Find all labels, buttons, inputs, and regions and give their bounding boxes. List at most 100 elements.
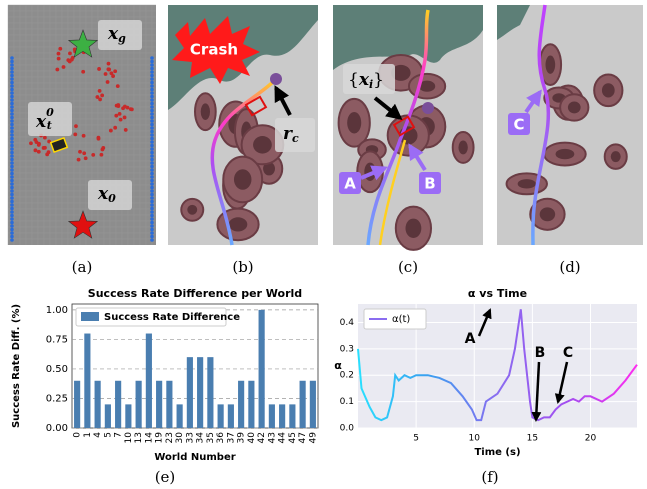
bar — [166, 380, 173, 428]
wall — [10, 129, 14, 134]
wall — [10, 70, 14, 74]
bar — [156, 380, 163, 428]
obstacle — [95, 95, 100, 99]
bar — [115, 380, 122, 428]
y-axis-label: Success Rate Diff. (%) — [11, 304, 22, 428]
obstacle-core — [253, 136, 272, 154]
obstacle-core — [263, 161, 275, 176]
obstacle — [101, 146, 106, 150]
bar — [217, 404, 224, 428]
wall — [150, 73, 154, 78]
x-tick-label: 42 — [257, 432, 267, 443]
wall — [10, 112, 14, 116]
y-tick-label: 1.00 — [46, 305, 68, 316]
wall — [10, 126, 14, 130]
obstacle-core — [545, 55, 556, 74]
caption: (f) — [481, 468, 498, 486]
wall — [150, 185, 154, 190]
bar — [197, 357, 204, 428]
wall — [150, 122, 154, 127]
obstacle — [73, 132, 78, 137]
wall — [150, 182, 154, 186]
wall — [10, 189, 14, 193]
obstacle — [113, 125, 118, 130]
wall — [10, 59, 14, 64]
wall — [10, 203, 14, 207]
y-tick-label: 0.75 — [46, 334, 68, 345]
wall — [10, 63, 14, 67]
x-tick-label: 30 — [175, 432, 185, 444]
obstacle — [111, 74, 115, 78]
obstacle-core — [610, 151, 621, 163]
bar — [207, 357, 214, 428]
y-tick-label: 0.50 — [46, 364, 68, 375]
obstacle — [55, 67, 60, 72]
obstacle — [114, 113, 119, 118]
obstacle — [76, 157, 81, 162]
obstacle — [109, 71, 114, 76]
obstacle — [128, 107, 133, 111]
x-tick-label: 5 — [103, 432, 113, 438]
chart-title: Success Rate Difference per World — [88, 287, 302, 300]
obstacle — [58, 46, 63, 51]
x-tick-label: 10 — [124, 432, 134, 444]
wall — [150, 91, 154, 95]
legend-label: Success Rate Difference — [104, 312, 240, 323]
obstacle — [105, 80, 110, 84]
wall — [150, 175, 154, 179]
label-xg: xg — [107, 24, 126, 46]
free-region — [333, 5, 483, 70]
obstacle — [103, 72, 108, 76]
wall — [10, 231, 14, 235]
wall — [150, 84, 154, 88]
wall — [10, 227, 14, 232]
annotation-arrow — [477, 308, 492, 337]
obstacle — [46, 150, 51, 155]
obstacle-core — [567, 101, 581, 114]
obstacle — [69, 57, 74, 62]
legend-swatch — [81, 312, 99, 321]
obstacle-core — [200, 103, 211, 120]
obstacle — [97, 89, 102, 93]
wall — [10, 220, 14, 225]
wall — [150, 150, 154, 155]
wall — [10, 154, 14, 158]
wall — [150, 59, 154, 64]
y-tick-label: 0.0 — [340, 424, 355, 434]
x-tick-label: 20 — [585, 434, 597, 444]
wall — [150, 231, 154, 235]
wall — [150, 56, 154, 60]
bar — [84, 333, 91, 428]
obstacle-core — [187, 204, 198, 215]
x-tick-label: 36 — [216, 432, 226, 444]
wall — [10, 171, 14, 176]
wall — [10, 115, 14, 120]
wall — [150, 161, 154, 165]
legend — [75, 307, 227, 327]
wall — [150, 220, 154, 225]
caption: (c) — [398, 258, 418, 276]
wall — [150, 119, 154, 123]
wall — [150, 105, 154, 109]
obstacle — [66, 58, 71, 63]
wall — [10, 224, 14, 228]
caption: (d) — [559, 258, 580, 276]
wall — [150, 234, 154, 239]
obstacle — [118, 117, 123, 122]
obstacle-core — [539, 207, 556, 222]
obstacle-core — [517, 179, 536, 189]
wall — [10, 140, 14, 144]
bar — [227, 404, 234, 428]
y-axis-label: α — [334, 359, 342, 372]
wall — [10, 210, 14, 214]
wall — [150, 224, 154, 228]
trajectory — [366, 9, 430, 246]
wall — [150, 192, 154, 197]
y-tick-label: 0.3 — [340, 344, 354, 354]
wall — [10, 66, 14, 71]
trajectory-alt — [378, 139, 407, 246]
goal — [270, 73, 282, 85]
wall — [150, 66, 154, 71]
wall — [10, 213, 14, 218]
